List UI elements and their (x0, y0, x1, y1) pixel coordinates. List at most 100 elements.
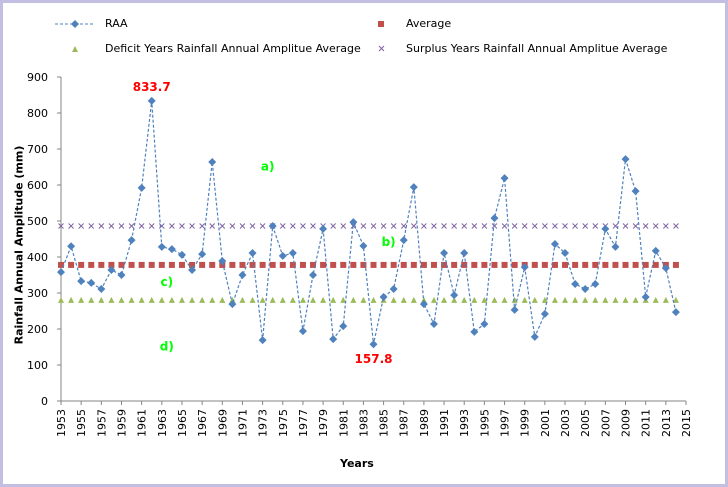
deficit-marker (350, 296, 357, 303)
raa-point (540, 309, 549, 318)
y-axis-title: Rainfall Annual Amplitude (mm) (4, 146, 34, 345)
average-marker (642, 261, 649, 268)
average-marker (370, 261, 377, 268)
raa-point (470, 327, 479, 336)
deficit-marker (320, 296, 327, 303)
deficit-marker (632, 296, 639, 303)
average-marker (380, 261, 387, 268)
average-marker (652, 261, 659, 268)
deficit-marker (340, 296, 347, 303)
deficit-marker (471, 296, 478, 303)
deficit-marker (562, 296, 569, 303)
raa-point (419, 300, 428, 309)
x-tick-label: 1991 (438, 409, 451, 437)
x-tick-label: 1971 (236, 409, 249, 437)
average-marker (511, 261, 518, 268)
raa-point (369, 340, 378, 349)
surplus-marker (461, 223, 468, 229)
deficit-marker (451, 296, 458, 303)
surplus-marker (360, 223, 367, 229)
average-marker (390, 261, 397, 268)
deficit-marker (68, 296, 75, 303)
raa-point (530, 332, 539, 341)
deficit-marker (501, 296, 508, 303)
y-axis-title-text: Rainfall Annual Amplitude (mm) (12, 145, 26, 345)
average-marker (279, 261, 286, 268)
deficit-marker (582, 296, 589, 303)
surplus-marker (380, 223, 387, 229)
surplus-marker (300, 223, 306, 229)
x-tick-label: 1987 (398, 409, 411, 437)
raa-point (309, 271, 318, 279)
average-marker (592, 261, 599, 268)
legend-item-average: Average (375, 17, 451, 30)
deficit-marker (310, 296, 317, 303)
surplus-marker (138, 223, 145, 229)
raa-point (520, 263, 529, 272)
deficit-marker (88, 296, 95, 303)
average-marker (430, 261, 437, 268)
surplus-marker (572, 223, 578, 229)
raa-line (60, 100, 677, 345)
legend-item-deficit: Deficit Years Rainfall Annual Amplitue A… (55, 42, 361, 55)
annotation-label: b) (382, 235, 396, 249)
raa-point (167, 245, 176, 254)
annotation-label: 157.8 (355, 352, 393, 366)
average-marker (420, 261, 427, 268)
surplus-marker (400, 223, 407, 229)
raa-point (339, 322, 348, 331)
average-marker (531, 261, 538, 268)
deficit-marker (259, 296, 266, 303)
raa-point (329, 335, 338, 344)
deficit-marker (602, 296, 609, 303)
average-marker (239, 261, 246, 268)
raa-point (661, 264, 670, 273)
average-marker (551, 261, 558, 268)
raa-point (157, 242, 166, 251)
deficit-marker (551, 296, 558, 303)
raa-point (67, 242, 76, 251)
surplus-marker (148, 223, 155, 229)
average-marker (128, 261, 135, 268)
raa-point (107, 265, 116, 274)
deficit-marker (219, 296, 226, 303)
deficit-marker (299, 296, 306, 303)
legend-raa-symbol-icon (55, 18, 105, 30)
deficit-marker (652, 296, 659, 303)
surplus-marker (673, 223, 679, 229)
average-marker (88, 261, 95, 268)
average-marker (582, 261, 589, 268)
average-marker (451, 261, 458, 268)
average-marker (632, 261, 639, 268)
surplus-marker (229, 223, 236, 229)
surplus-marker (68, 223, 74, 229)
average-marker (98, 261, 105, 268)
average-marker (178, 261, 185, 268)
x-tick-label: 1975 (277, 409, 290, 437)
x-tick-label: 1979 (317, 409, 330, 437)
surplus-marker (431, 223, 437, 229)
x-tick-label: 1969 (216, 409, 229, 437)
x-tick-label: 2009 (620, 409, 633, 437)
y-tick-label: 300 (27, 287, 48, 300)
raa-point (228, 300, 237, 309)
average-marker (441, 261, 448, 268)
raa-point (77, 277, 86, 286)
raa-point (389, 285, 398, 294)
surplus-marker (259, 223, 266, 229)
surplus-marker (642, 223, 649, 229)
average-marker (410, 261, 417, 268)
legend-item-raa: RAA (55, 17, 128, 30)
raa-point (440, 249, 449, 258)
y-tick-label: 800 (27, 107, 48, 120)
surplus-marker (410, 223, 417, 229)
surplus-marker (58, 223, 64, 229)
surplus-marker (441, 223, 447, 229)
surplus-marker (511, 223, 518, 229)
legend-surplus-symbol-icon (375, 43, 406, 55)
average-marker (491, 261, 498, 268)
average-marker (572, 261, 579, 268)
surplus-marker (632, 223, 639, 229)
surplus-marker (662, 223, 669, 229)
average-marker (138, 261, 145, 268)
